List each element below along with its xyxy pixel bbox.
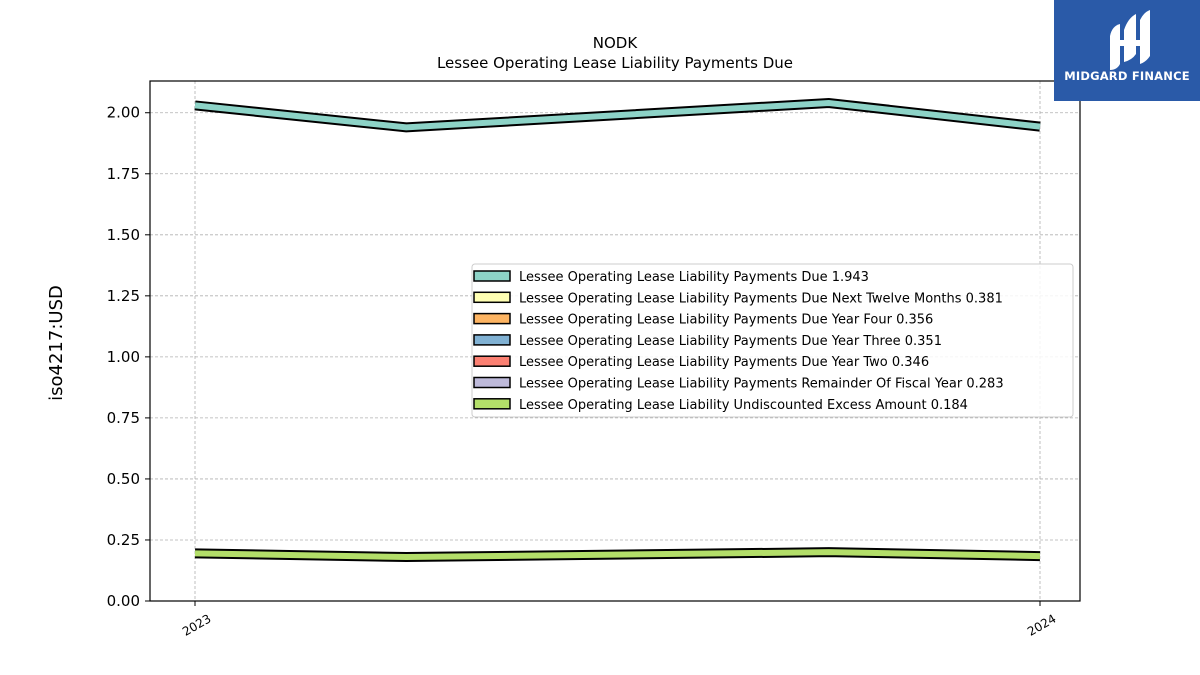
x-tick-label: 2024 [1025, 611, 1058, 638]
legend-swatch-6 [473, 398, 511, 410]
legend-swatch-3 [473, 334, 511, 346]
logo-mark-icon [1110, 10, 1150, 70]
legend-label-2: Lessee Operating Lease Liability Payment… [519, 313, 933, 328]
legend-label-3: Lessee Operating Lease Liability Payment… [519, 334, 942, 349]
series-line-0 [194, 99, 1041, 131]
y-tick-label: 1.00 [107, 348, 140, 366]
y-tick-label: 0.25 [107, 531, 140, 549]
series-group [194, 97, 1041, 563]
y-tick-label: 1.25 [107, 287, 140, 305]
y-tick-label: 1.50 [107, 226, 140, 244]
y-tick-label: 1.75 [107, 165, 140, 183]
legend-label-4: Lessee Operating Lease Liability Payment… [519, 355, 929, 370]
chart-title: NODK [593, 34, 639, 52]
x-axis: 2023 2024 [180, 601, 1059, 639]
y-axis: 0.00 0.25 0.50 0.75 1.00 1.25 1.50 1.75 2.00 [107, 104, 150, 610]
legend-label-1: Lessee Operating Lease Liability Payment… [519, 291, 1003, 306]
chart-subtitle: Lessee Operating Lease Liability Payment… [437, 54, 793, 72]
y-axis-label: iso4217:USD [46, 285, 67, 401]
y-tick-label: 0.00 [107, 592, 140, 610]
y-tick-label: 0.75 [107, 409, 140, 427]
legend: Lessee Operating Lease Liability Payment… [471, 263, 1074, 418]
x-tick-label: 2023 [180, 611, 213, 638]
legend-box [471, 263, 1074, 418]
logo-text: MIDGARD FINANCE [1064, 69, 1190, 83]
legend-swatch-1 [473, 291, 511, 304]
legend-swatch-0 [473, 270, 511, 282]
series-line-6 [194, 549, 1041, 561]
legend-label-5: Lessee Operating Lease Liability Payment… [519, 377, 1004, 392]
legend-label-0: Lessee Operating Lease Liability Payment… [519, 270, 869, 285]
logo: MIDGARD FINANCE [1054, 0, 1200, 101]
y-tick-label: 0.50 [107, 470, 140, 488]
legend-swatch-4 [473, 355, 511, 367]
legend-swatch-2 [473, 312, 511, 325]
legend-swatch-5 [473, 376, 511, 389]
y-tick-label: 2.00 [107, 104, 140, 122]
plot-frame [149, 80, 1081, 602]
legend-label-6: Lessee Operating Lease Liability Undisco… [519, 398, 968, 413]
